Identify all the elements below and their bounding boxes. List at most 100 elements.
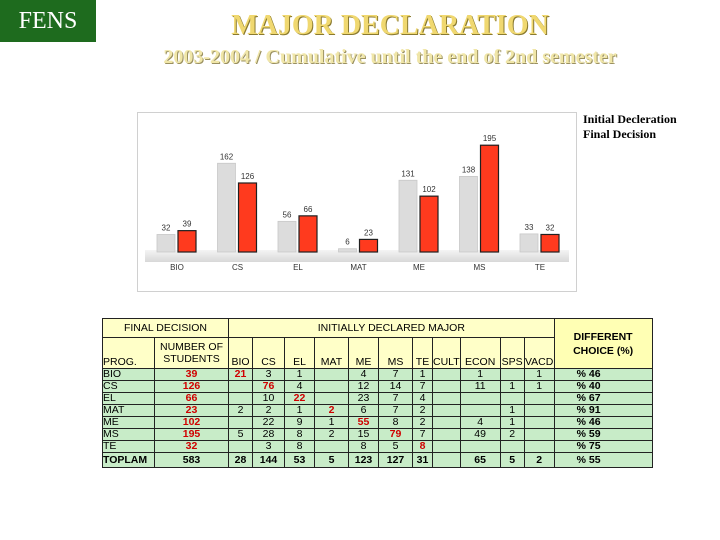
header-final-decision: FINAL DECISION — [102, 318, 229, 338]
row-cell-bio — [228, 392, 253, 405]
bar-value-label: 66 — [304, 205, 313, 214]
row-cell-el: 4 — [284, 380, 315, 393]
x-tick-label: MS — [474, 263, 486, 272]
row-cell-bio: 5 — [228, 428, 253, 441]
row-cell-ms: 7 — [378, 368, 413, 381]
row-cell-sps: 1 — [499, 380, 525, 393]
row-cell-vacd — [523, 428, 555, 441]
header-col-vacd: VACD — [523, 337, 555, 369]
row-cell-ms: 7 — [378, 404, 413, 417]
row-cell-bio: 28 — [228, 452, 253, 468]
row-cell-cult — [432, 428, 461, 441]
bar-value-label: 131 — [401, 169, 415, 178]
row-different-choice: % 91 — [553, 404, 653, 417]
row-cell-vacd — [523, 440, 555, 453]
header-col-cs: CS — [252, 337, 285, 369]
row-different-choice: % 75 — [553, 440, 653, 453]
table-row: ME 102 22 9 1 55 8 2 4 1% 46 — [102, 416, 653, 429]
row-cell-cs: 76 — [252, 380, 285, 393]
row-num-students: 23 — [154, 404, 229, 417]
row-cell-vacd — [523, 404, 555, 417]
row-cell-ms: 5 — [378, 440, 413, 453]
row-cell-te: 31 — [412, 452, 433, 468]
row-cell-te: 1 — [412, 368, 433, 381]
bar-value-label: 33 — [525, 223, 534, 232]
row-cell-mat: 2 — [314, 428, 349, 441]
row-cell-bio — [228, 440, 253, 453]
row-different-choice: % 46 — [553, 416, 653, 429]
row-cell-me: 23 — [348, 392, 379, 405]
row-cell-te: 2 — [412, 416, 433, 429]
bar-value-label: 126 — [241, 172, 255, 181]
bar-initial-me — [398, 179, 418, 253]
bar-initial-te — [519, 233, 539, 253]
table-header-row-1: FINAL DECISION INITIALLY DECLARED MAJOR … — [102, 318, 653, 369]
row-cell-me: 55 — [348, 416, 379, 429]
bar-initial-cs — [217, 162, 236, 253]
row-cell-ms: 127 — [378, 452, 413, 468]
bar-value-label: 162 — [220, 152, 234, 161]
row-cell-cs: 3 — [252, 440, 285, 453]
row-cell-mat — [314, 392, 349, 405]
row-different-choice: % 55 — [553, 452, 653, 468]
row-different-choice: % 67 — [553, 392, 653, 405]
bar-value-label: 6 — [345, 238, 350, 247]
bar-value-label: 39 — [183, 220, 192, 229]
row-prog: TE — [102, 440, 155, 453]
row-cell-te: 8 — [412, 440, 433, 453]
row-num-students: 66 — [154, 392, 229, 405]
row-num-students: 32 — [154, 440, 229, 453]
row-cell-mat — [314, 440, 349, 453]
header-col-cult: CULT — [432, 337, 461, 369]
row-cell-econ: 65 — [459, 452, 501, 468]
x-tick-label: CS — [232, 263, 243, 272]
row-cell-te: 7 — [412, 428, 433, 441]
row-cell-te: 7 — [412, 380, 433, 393]
row-cell-el: 8 — [284, 440, 315, 453]
bar-final-te — [540, 233, 560, 253]
bar-value-label: 23 — [364, 228, 373, 237]
row-cell-sps: 2 — [499, 428, 525, 441]
table-row: BIO 39 21 3 1 4 7 1 1 1% 46 — [102, 368, 653, 381]
row-cell-bio: 2 — [228, 404, 253, 417]
row-cell-cult — [432, 440, 461, 453]
row-cell-econ: 49 — [459, 428, 501, 441]
row-prog: ME — [102, 416, 155, 429]
bar-final-me — [419, 195, 439, 253]
header-col-sps: SPS — [499, 337, 525, 369]
bar-value-label: 138 — [462, 165, 476, 174]
row-cell-cult — [432, 380, 461, 393]
row-cell-el: 1 — [284, 368, 315, 381]
bar-final-cs — [237, 182, 258, 253]
bar-final-ms — [479, 144, 500, 253]
row-cell-te: 2 — [412, 404, 433, 417]
row-cell-me: 8 — [348, 440, 379, 453]
row-prog: BIO — [102, 368, 155, 381]
bar-initial-el — [277, 220, 297, 253]
row-cell-cs: 10 — [252, 392, 285, 405]
header-num-students: NUMBER OF STUDENTS — [154, 337, 229, 369]
row-cell-bio — [228, 416, 253, 429]
bar-value-label: 195 — [483, 134, 497, 143]
row-cell-cult — [432, 404, 461, 417]
bar-final-el — [298, 215, 318, 253]
row-cell-mat — [314, 368, 349, 381]
row-cell-el: 53 — [284, 452, 315, 468]
x-tick-label: EL — [293, 263, 303, 272]
fens-logo: FENS — [0, 0, 96, 42]
row-cell-cult — [432, 452, 461, 468]
row-cell-te: 4 — [412, 392, 433, 405]
row-different-choice: % 46 — [553, 368, 653, 381]
row-prog: EL — [102, 392, 155, 405]
row-num-students: 195 — [154, 428, 229, 441]
row-cell-me: 6 — [348, 404, 379, 417]
header-col-bio: BIO — [228, 337, 253, 369]
header-col-me: ME — [348, 337, 379, 369]
row-cell-econ — [459, 404, 501, 417]
legend-label-final: Final Decision — [583, 127, 657, 141]
row-num-students: 102 — [154, 416, 229, 429]
page-title: MAJOR DECLARATION — [231, 10, 549, 41]
bar-value-label: 102 — [422, 185, 436, 194]
row-cell-sps: 5 — [499, 452, 525, 468]
row-cell-cult — [432, 416, 461, 429]
